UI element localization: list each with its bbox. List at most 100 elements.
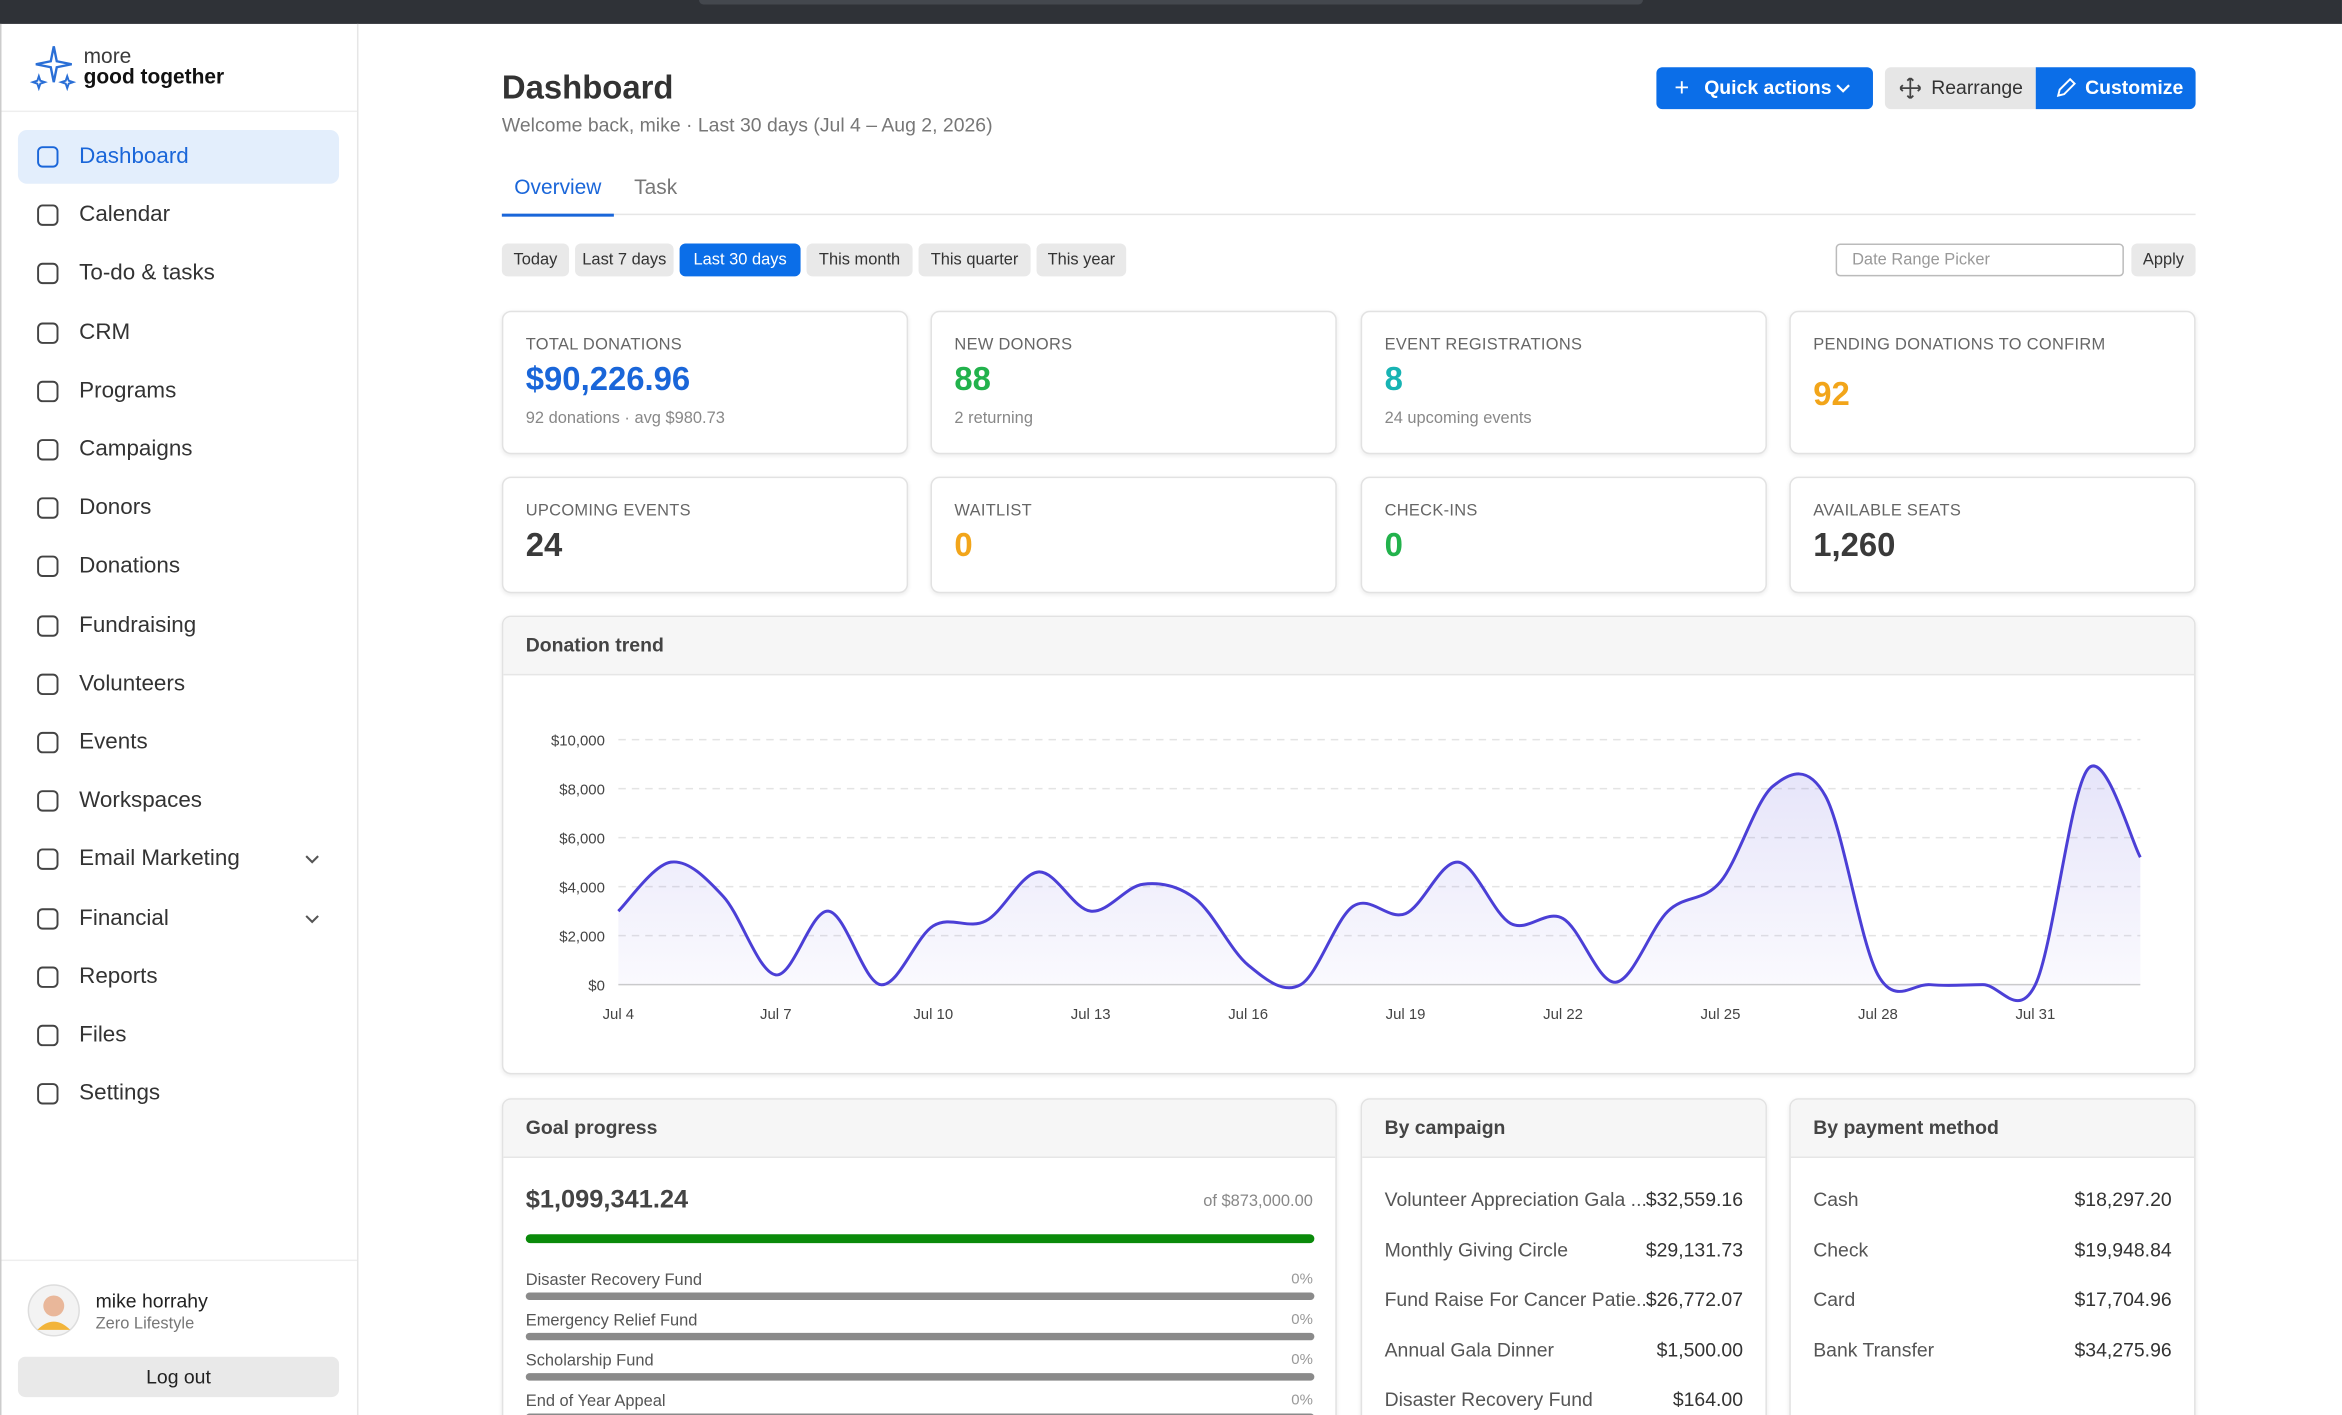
icon-shape — [37, 204, 59, 227]
chevron-path — [305, 914, 319, 923]
range-chip[interactable]: This quarter — [918, 243, 1031, 277]
y-tick-label: $2,000 — [559, 929, 605, 946]
x-tick-label: Jul 7 — [760, 1006, 792, 1023]
tab[interactable]: Task — [634, 174, 678, 199]
range-chip[interactable]: Last 30 days — [679, 243, 801, 277]
range-chip[interactable]: Last 7 days — [575, 243, 674, 277]
nav-item[interactable]: Dashboard — [17, 129, 340, 184]
nav-label: Volunteers — [79, 670, 186, 696]
nav-label: Financial — [79, 904, 169, 931]
nav-item[interactable]: Fundraising — [18, 599, 339, 653]
fund-pct: 0% — [1291, 1352, 1313, 1369]
row-value: $18,297.20 — [2074, 1187, 2172, 1211]
icon-shape — [37, 1024, 59, 1047]
nav-item[interactable]: Financial — [18, 891, 339, 945]
nav-item[interactable]: Events — [18, 716, 339, 770]
sidebar: more good together mike horrahy Zero Lif… — [0, 23, 359, 1415]
nav-item[interactable]: Files — [18, 1009, 339, 1063]
rearrange-button[interactable]: Rearrange — [1884, 67, 2036, 110]
quick-actions-button[interactable]: + Quick actions — [1656, 67, 1873, 110]
nav-label: Donors — [79, 494, 152, 521]
fund-name: Scholarship Fund — [525, 1352, 654, 1371]
kpi-value: $90,226.96 — [525, 360, 691, 398]
url-bar — [699, 0, 1643, 5]
nav-icon — [37, 146, 59, 168]
nav-item[interactable]: Calendar — [18, 189, 339, 243]
range-chip[interactable]: This month — [806, 243, 913, 277]
nav-icon — [37, 790, 59, 812]
nav-icon — [37, 673, 59, 695]
nav-item[interactable]: Settings — [18, 1067, 339, 1121]
line — [617, 764, 2142, 1003]
fund-name: End of Year Appeal — [525, 1392, 666, 1411]
user-name: mike horrahy — [95, 1289, 208, 1312]
kpi-card: CHECK-INS 0 — [1360, 476, 1767, 594]
nav-label: Reports — [79, 963, 158, 989]
fund-bar — [525, 1292, 1315, 1300]
goal-card: Goal progress $1,099,341.24 of $873,000.… — [501, 1098, 1337, 1415]
tab[interactable]: Overview — [501, 170, 614, 217]
row-value: $17,704.96 — [2074, 1288, 2172, 1311]
icon-shape — [37, 146, 59, 168]
logout-button[interactable]: Log out — [17, 1356, 340, 1398]
icon-shape — [37, 263, 59, 285]
nav-item[interactable]: To-do & tasks — [18, 247, 339, 301]
avatar — [27, 1284, 80, 1337]
customize-button[interactable]: Customize — [2035, 67, 2196, 110]
nav-item[interactable]: Workspaces — [18, 774, 339, 828]
row-label: Fund Raise For Cancer Patie... — [1384, 1288, 1653, 1311]
kpi-card: UPCOMING EVENTS 24 — [501, 476, 909, 594]
pencil-icon — [2056, 77, 2076, 97]
kpi-label: PENDING DONATIONS TO CONFIRM — [1813, 336, 2106, 355]
nav-item[interactable]: Programs — [18, 364, 339, 418]
nav-item[interactable]: Reports — [18, 950, 339, 1004]
kpi-label: AVAILABLE SEATS — [1813, 502, 1962, 520]
range-chip[interactable]: This year — [1036, 243, 1127, 277]
customize-label: Customize — [2085, 76, 2184, 99]
nav-label: Settings — [79, 1080, 161, 1106]
kpi-card: PENDING DONATIONS TO CONFIRM 92 — [1789, 310, 2196, 455]
chevron — [1836, 84, 1850, 93]
kpi-value: 0 — [1384, 525, 1403, 564]
icon-shape — [37, 966, 59, 988]
nav-item[interactable]: CRM — [18, 306, 339, 360]
icon-shape — [37, 790, 59, 812]
goal-target: of $873,000.00 — [1203, 1192, 1313, 1211]
goal-progress-bar — [525, 1234, 1315, 1244]
nav-label: Fundraising — [79, 612, 197, 638]
fund-bar — [525, 1373, 1315, 1381]
nav-item[interactable]: Email Marketing — [18, 833, 339, 887]
nav-icon — [37, 321, 59, 344]
kpi-card: WAITLIST 0 — [930, 476, 1337, 594]
nav-item[interactable]: Donors — [18, 481, 339, 535]
area — [618, 765, 2141, 1001]
nav-label: Calendar — [79, 201, 171, 228]
nav-icon — [37, 1083, 59, 1105]
row-value: $19,948.84 — [2074, 1238, 2172, 1261]
row-label: Annual Gala Dinner — [1384, 1338, 1555, 1361]
move-icon — [1899, 77, 1921, 99]
icon-shape — [37, 907, 59, 930]
date-range-input[interactable]: Date Range Picker — [1835, 243, 2124, 277]
tab-divider — [501, 213, 2196, 216]
logo-icon — [29, 46, 77, 92]
card-title: By payment method — [1790, 1099, 2195, 1159]
nav-label: Events — [79, 729, 148, 755]
range-chip[interactable]: Today — [501, 243, 570, 277]
nav-label: Files — [79, 1022, 127, 1048]
nav-item[interactable]: Campaigns — [18, 423, 339, 477]
nav-icon — [37, 849, 59, 871]
kpi-sub: 2 returning — [954, 409, 1033, 428]
y-tick-label: $6,000 — [559, 831, 605, 848]
y-tick-label: $0 — [588, 978, 605, 995]
kpi-card: AVAILABLE SEATS 1,260 — [1789, 476, 2196, 594]
row-value: $32,559.16 — [1645, 1187, 1744, 1211]
nav-item[interactable]: Donations — [18, 540, 339, 594]
row-value: $26,772.07 — [1645, 1288, 1744, 1311]
kpi-label: UPCOMING EVENTS — [525, 502, 691, 520]
nav-label: Email Marketing — [79, 846, 240, 872]
nav-item[interactable]: Volunteers — [18, 657, 339, 711]
apply-button[interactable]: Apply — [2131, 243, 2196, 277]
brand-line1: more — [83, 43, 132, 68]
